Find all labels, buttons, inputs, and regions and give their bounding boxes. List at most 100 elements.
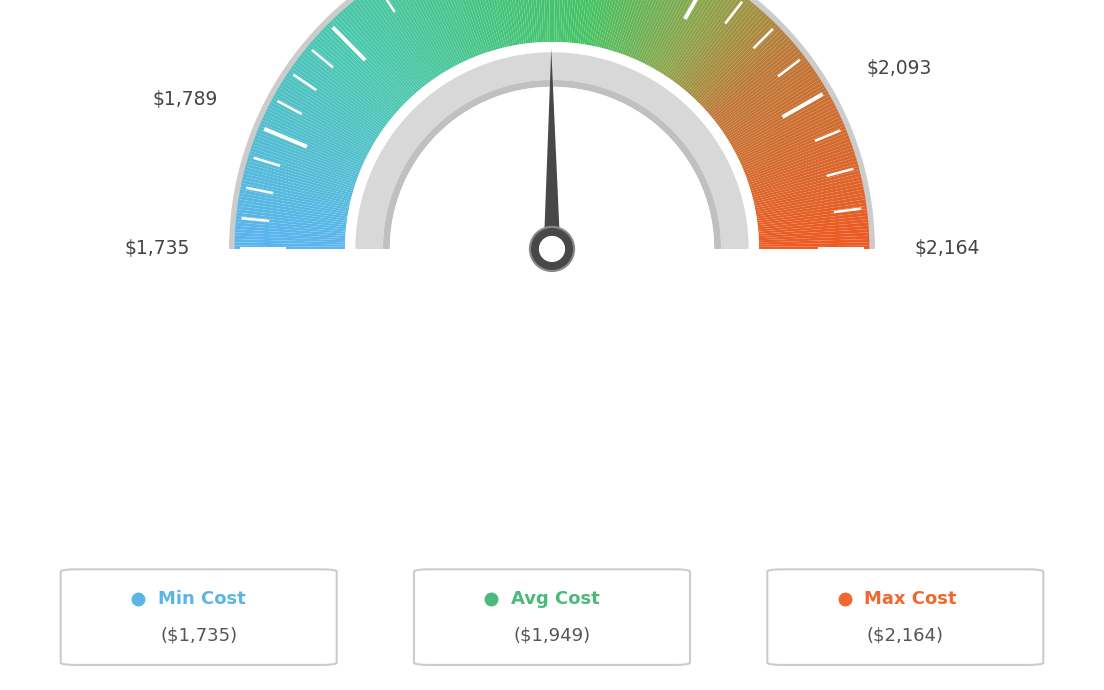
Wedge shape bbox=[489, 0, 513, 46]
Wedge shape bbox=[242, 179, 350, 206]
Wedge shape bbox=[711, 47, 798, 119]
Wedge shape bbox=[722, 68, 815, 132]
Wedge shape bbox=[246, 160, 353, 193]
Wedge shape bbox=[753, 173, 861, 201]
Wedge shape bbox=[516, 0, 530, 43]
Wedge shape bbox=[754, 177, 862, 204]
Wedge shape bbox=[385, 0, 445, 73]
Wedge shape bbox=[438, 0, 480, 56]
Wedge shape bbox=[259, 123, 362, 169]
Wedge shape bbox=[289, 68, 382, 132]
Wedge shape bbox=[360, 0, 428, 84]
Wedge shape bbox=[390, 87, 714, 249]
Circle shape bbox=[530, 227, 574, 271]
Wedge shape bbox=[344, 42, 760, 249]
Wedge shape bbox=[286, 73, 380, 136]
Wedge shape bbox=[252, 145, 357, 183]
Wedge shape bbox=[758, 233, 869, 240]
Wedge shape bbox=[247, 157, 354, 191]
Text: Avg Cost: Avg Cost bbox=[511, 590, 599, 608]
Wedge shape bbox=[274, 93, 372, 149]
Wedge shape bbox=[700, 27, 782, 106]
Wedge shape bbox=[563, 0, 572, 42]
Wedge shape bbox=[235, 236, 346, 242]
Wedge shape bbox=[650, 0, 705, 68]
Wedge shape bbox=[633, 0, 678, 59]
Wedge shape bbox=[261, 120, 363, 167]
Wedge shape bbox=[411, 0, 461, 63]
Wedge shape bbox=[240, 193, 348, 215]
Wedge shape bbox=[295, 60, 385, 127]
Wedge shape bbox=[407, 0, 460, 64]
Bar bbox=[221, 249, 883, 594]
Wedge shape bbox=[328, 22, 407, 103]
Wedge shape bbox=[492, 0, 516, 46]
Wedge shape bbox=[713, 49, 800, 120]
Wedge shape bbox=[751, 160, 858, 193]
Wedge shape bbox=[447, 0, 486, 53]
Wedge shape bbox=[756, 193, 864, 215]
Wedge shape bbox=[235, 242, 346, 247]
Wedge shape bbox=[267, 105, 368, 157]
Wedge shape bbox=[399, 0, 454, 68]
Wedge shape bbox=[423, 0, 470, 60]
Wedge shape bbox=[402, 0, 456, 66]
Wedge shape bbox=[257, 129, 360, 172]
Text: ($2,164): ($2,164) bbox=[867, 627, 944, 644]
Wedge shape bbox=[754, 183, 863, 208]
Wedge shape bbox=[561, 0, 569, 42]
Wedge shape bbox=[584, 0, 605, 45]
Wedge shape bbox=[253, 138, 358, 179]
Wedge shape bbox=[371, 0, 436, 79]
Wedge shape bbox=[235, 229, 346, 238]
Wedge shape bbox=[721, 65, 813, 131]
Wedge shape bbox=[299, 55, 389, 124]
Wedge shape bbox=[755, 190, 864, 213]
Wedge shape bbox=[470, 0, 500, 49]
Wedge shape bbox=[460, 0, 495, 51]
Wedge shape bbox=[574, 0, 588, 43]
Wedge shape bbox=[269, 102, 369, 155]
Wedge shape bbox=[673, 0, 741, 83]
Wedge shape bbox=[266, 108, 367, 159]
Wedge shape bbox=[509, 0, 527, 44]
Wedge shape bbox=[284, 76, 379, 138]
Wedge shape bbox=[512, 0, 528, 43]
Wedge shape bbox=[445, 0, 484, 55]
Wedge shape bbox=[382, 0, 443, 75]
Wedge shape bbox=[235, 239, 346, 245]
Wedge shape bbox=[363, 0, 431, 83]
Wedge shape bbox=[264, 114, 364, 163]
Wedge shape bbox=[318, 32, 401, 109]
Wedge shape bbox=[670, 0, 736, 80]
Wedge shape bbox=[376, 0, 439, 77]
Wedge shape bbox=[582, 0, 602, 44]
Wedge shape bbox=[745, 135, 849, 177]
Wedge shape bbox=[435, 0, 478, 57]
Wedge shape bbox=[352, 0, 424, 88]
Wedge shape bbox=[677, 0, 746, 86]
Wedge shape bbox=[640, 0, 690, 63]
Wedge shape bbox=[758, 246, 869, 249]
Wedge shape bbox=[609, 0, 644, 51]
Wedge shape bbox=[726, 79, 821, 140]
Wedge shape bbox=[676, 0, 744, 84]
FancyBboxPatch shape bbox=[61, 569, 337, 665]
Wedge shape bbox=[482, 0, 509, 47]
Polygon shape bbox=[544, 49, 560, 270]
Wedge shape bbox=[723, 70, 816, 135]
Wedge shape bbox=[758, 226, 869, 236]
Wedge shape bbox=[570, 0, 582, 43]
Wedge shape bbox=[758, 222, 869, 234]
Wedge shape bbox=[255, 135, 359, 177]
Wedge shape bbox=[454, 0, 490, 52]
Wedge shape bbox=[736, 105, 837, 157]
Wedge shape bbox=[572, 0, 585, 43]
Wedge shape bbox=[243, 173, 351, 201]
Wedge shape bbox=[651, 0, 708, 68]
Wedge shape bbox=[337, 13, 414, 97]
Wedge shape bbox=[476, 0, 505, 48]
Wedge shape bbox=[662, 0, 725, 75]
Wedge shape bbox=[630, 0, 675, 58]
Wedge shape bbox=[301, 52, 390, 122]
